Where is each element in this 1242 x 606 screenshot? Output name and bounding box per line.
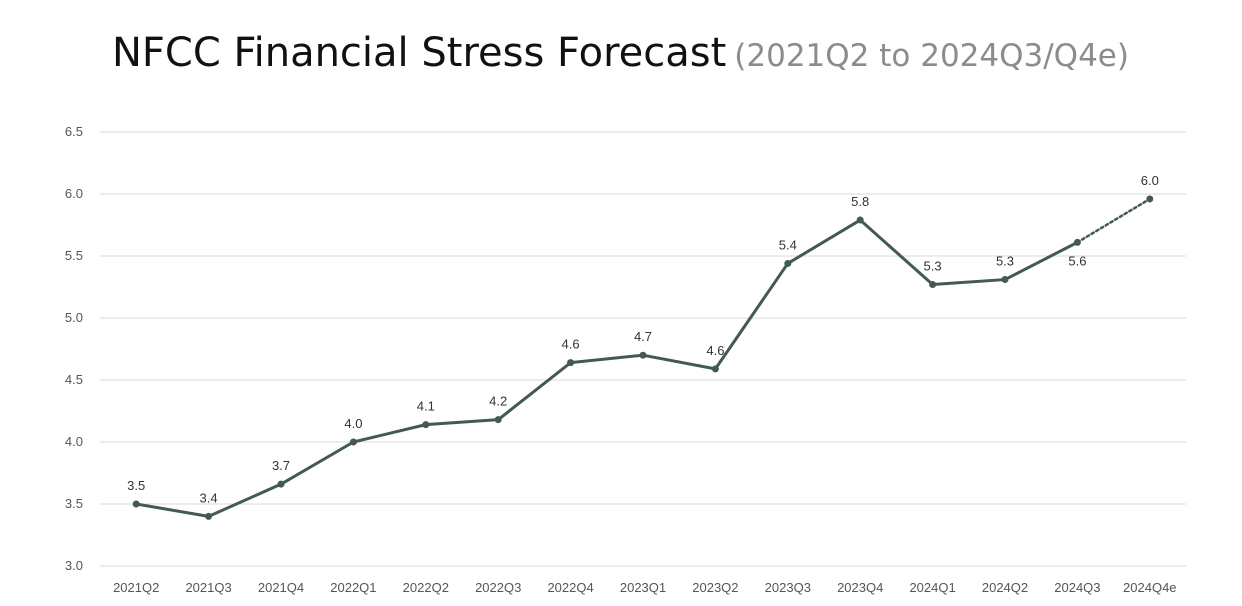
series-line-actual bbox=[134, 218, 1079, 518]
x-tick-label: 2023Q4 bbox=[837, 580, 883, 595]
x-tick-label: 2023Q3 bbox=[765, 580, 811, 595]
data-point bbox=[929, 281, 937, 289]
data-point bbox=[422, 421, 430, 429]
y-tick-label: 6.0 bbox=[65, 186, 83, 201]
x-tick-label: 2022Q1 bbox=[330, 580, 376, 595]
y-tick-label: 4.0 bbox=[65, 434, 83, 449]
data-point bbox=[784, 259, 792, 267]
gridlines bbox=[100, 131, 1186, 567]
data-label: 4.7 bbox=[634, 329, 652, 344]
data-point bbox=[1001, 276, 1009, 284]
x-tick-label: 2024Q3 bbox=[1054, 580, 1100, 595]
data-label: 4.6 bbox=[706, 343, 724, 358]
y-axis: 3.0 3.5 4.0 4.5 5.0 5.5 6.0 6.5 bbox=[65, 124, 83, 573]
data-label: 5.6 bbox=[1068, 253, 1086, 268]
data-point bbox=[639, 351, 647, 359]
chart-title: NFCC Financial Stress Forecast bbox=[112, 30, 727, 76]
chart-title-block: NFCC Financial Stress Forecast (2021Q2 to… bbox=[112, 30, 1129, 76]
data-point bbox=[494, 416, 502, 424]
data-label: 5.4 bbox=[779, 237, 797, 252]
series-line-forecast bbox=[1076, 197, 1152, 244]
data-label: 3.5 bbox=[127, 478, 145, 493]
y-tick-label: 4.5 bbox=[65, 372, 83, 387]
x-tick-label: 2021Q2 bbox=[113, 580, 159, 595]
y-tick-label: 3.0 bbox=[65, 558, 83, 573]
data-point bbox=[277, 480, 285, 488]
x-axis: 2021Q2 2021Q3 2021Q4 2022Q1 2022Q2 2022Q3 2022… bbox=[113, 580, 1176, 595]
data-label: 3.7 bbox=[272, 458, 290, 473]
y-tick-label: 3.5 bbox=[65, 496, 83, 511]
y-tick-label: 6.5 bbox=[65, 124, 83, 139]
series-lines bbox=[134, 197, 1152, 518]
data-label: 4.6 bbox=[562, 337, 580, 352]
data-point bbox=[132, 500, 140, 508]
data-point bbox=[1146, 195, 1154, 203]
data-point bbox=[856, 216, 864, 224]
chart-subtitle: (2021Q2 to 2024Q3/Q4e) bbox=[734, 38, 1129, 74]
x-tick-label: 2021Q4 bbox=[258, 580, 304, 595]
y-tick-label: 5.0 bbox=[65, 310, 83, 325]
x-tick-label: 2021Q3 bbox=[185, 580, 231, 595]
data-label: 4.1 bbox=[417, 399, 435, 414]
data-point bbox=[349, 438, 357, 446]
data-point bbox=[205, 512, 213, 520]
data-points bbox=[132, 195, 1154, 520]
x-tick-label: 2022Q4 bbox=[547, 580, 593, 595]
data-label: 3.4 bbox=[200, 490, 218, 505]
data-label: 4.0 bbox=[344, 416, 362, 431]
data-labels: 3.5 3.4 3.7 4.0 4.1 4.2 4.6 4.7 4.6 5.4 5.8 5.3 5.3 5… bbox=[127, 173, 1159, 505]
data-point bbox=[567, 359, 575, 367]
data-point bbox=[711, 365, 719, 373]
data-label: 5.8 bbox=[851, 194, 869, 209]
data-label: 4.2 bbox=[489, 394, 507, 409]
x-tick-label: 2023Q1 bbox=[620, 580, 666, 595]
y-tick-label: 5.5 bbox=[65, 248, 83, 263]
x-tick-label: 2024Q1 bbox=[909, 580, 955, 595]
data-label: 5.3 bbox=[924, 259, 942, 274]
data-label: 6.0 bbox=[1141, 173, 1159, 188]
x-tick-label: 2023Q2 bbox=[692, 580, 738, 595]
data-point bbox=[1073, 238, 1081, 246]
x-tick-label: 2022Q2 bbox=[403, 580, 449, 595]
x-tick-label: 2022Q3 bbox=[475, 580, 521, 595]
x-tick-label: 2024Q4e bbox=[1123, 580, 1177, 595]
data-label: 5.3 bbox=[996, 254, 1014, 269]
x-tick-label: 2024Q2 bbox=[982, 580, 1028, 595]
